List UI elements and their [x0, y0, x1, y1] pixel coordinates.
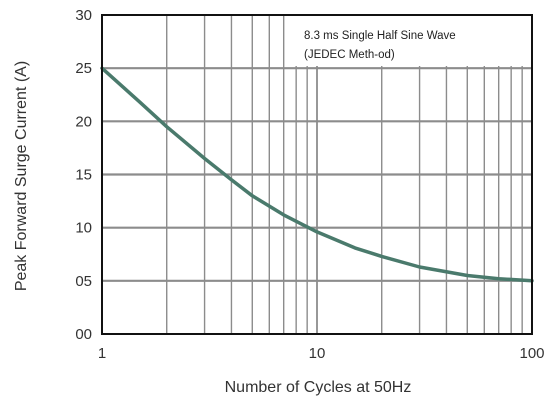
- y-axis-title: Peak Forward Surge Current (A): [13, 61, 30, 291]
- x-tick-label: 1: [98, 345, 106, 362]
- y-tick-label: 15: [75, 167, 92, 184]
- y-tick-label: 25: [75, 60, 92, 77]
- y-tick-label: 00: [75, 326, 92, 343]
- x-axis-tick-labels: 1 10 100: [98, 345, 545, 362]
- plot-frame: [101, 14, 533, 335]
- annotation-box: 8.3 ms Single Half Sine Wave (JEDEC Meth…: [295, 16, 528, 66]
- y-tick-label: 20: [75, 113, 92, 130]
- x-tick-label: 100: [519, 345, 544, 362]
- y-tick-label: 30: [75, 7, 92, 24]
- y-tick-label: 05: [75, 273, 92, 290]
- annotation-line-2: (JEDEC Meth-od): [304, 49, 395, 61]
- annotation-background: [295, 16, 528, 66]
- surge-current-curve: [100, 66, 534, 283]
- x-axis-title: Number of Cycles at 50Hz: [225, 379, 412, 396]
- annotation-line-1: 8.3 ms Single Half Sine Wave: [304, 30, 456, 42]
- x-tick-label: 10: [309, 345, 326, 362]
- y-tick-label: 10: [75, 220, 92, 237]
- y-axis-tick-labels: 00 05 10 15 20 25 30: [75, 7, 92, 343]
